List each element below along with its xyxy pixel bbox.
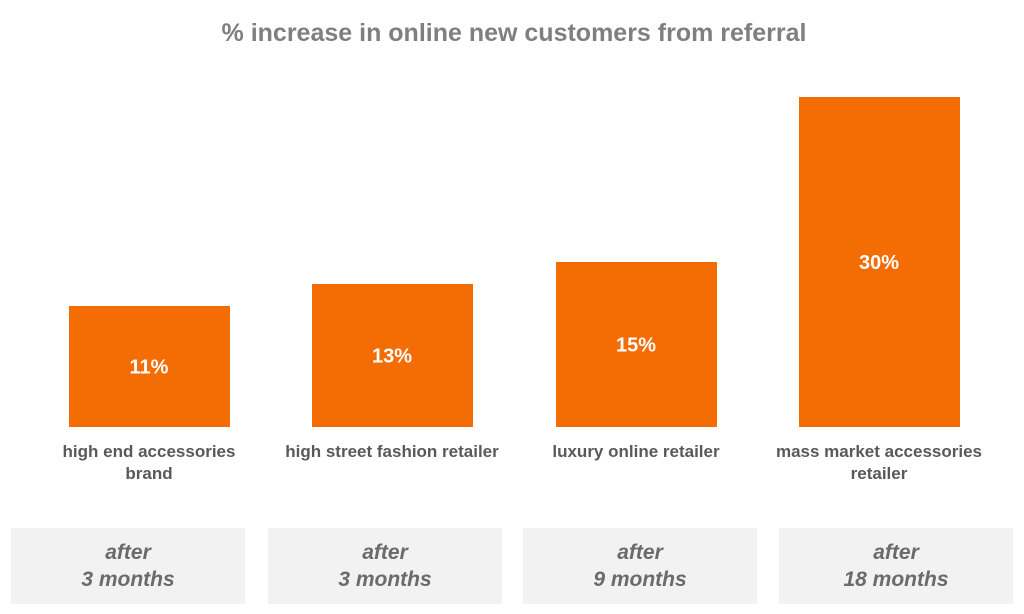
bar-value-label-1: 11% xyxy=(130,357,169,379)
chart-title: % increase in online new customers from … xyxy=(222,19,807,47)
category-label-1: brand xyxy=(125,464,172,483)
bar-chart: % increase in online new customers from … xyxy=(63,19,982,483)
duration-box-4: after 18 months xyxy=(779,528,1013,604)
bar-value-label-2: 13% xyxy=(372,346,412,368)
bar-4 xyxy=(799,97,960,427)
duration-value: 9 months xyxy=(593,568,687,591)
category-label-4: retailer xyxy=(851,464,908,483)
duration-prefix: after xyxy=(362,541,408,564)
bar-value-label-3: 15% xyxy=(616,335,656,357)
duration-prefix: after xyxy=(105,541,151,564)
duration-value: 18 months xyxy=(843,568,949,591)
duration-prefix: after xyxy=(617,541,663,564)
duration-box-3: after 9 months xyxy=(523,528,757,604)
category-label-1: high end accessories xyxy=(63,442,236,461)
duration-value: 3 months xyxy=(81,568,175,591)
duration-box-2: after 3 months xyxy=(268,528,502,604)
duration-prefix: after xyxy=(873,541,919,564)
duration-value: 3 months xyxy=(338,568,432,591)
duration-box-1: after 3 months xyxy=(11,528,245,604)
bar-1 xyxy=(69,306,230,427)
bar-value-label-4: 30% xyxy=(859,252,899,274)
category-label-4: mass market accessories xyxy=(776,442,982,461)
bar-2 xyxy=(312,284,473,427)
category-label-2: high street fashion retailer xyxy=(285,442,499,461)
bar-3 xyxy=(556,262,717,427)
category-label-3: luxury online retailer xyxy=(552,442,720,461)
